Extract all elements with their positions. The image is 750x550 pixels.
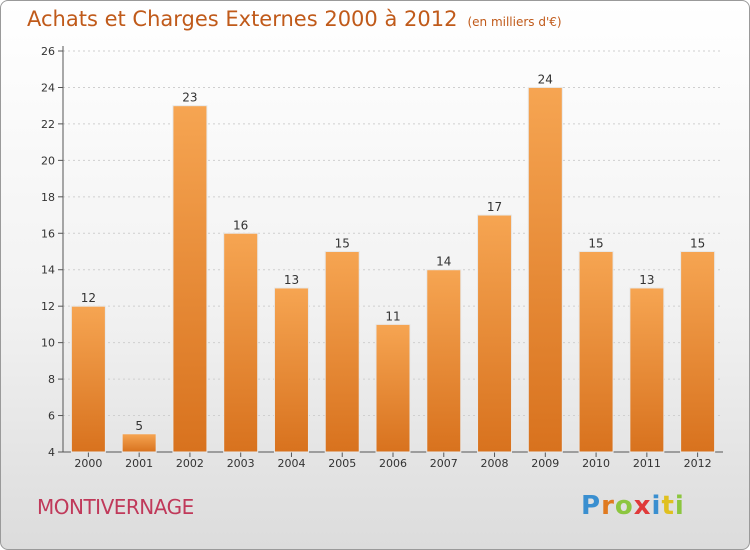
x-tick-label: 2011 [633, 457, 661, 470]
x-tick-label: 2003 [227, 457, 255, 470]
bar [629, 287, 665, 453]
proxiti-logo: Proxiti [581, 491, 685, 521]
y-tick-label: 8 [48, 373, 55, 386]
x-tick-label: 2005 [328, 457, 356, 470]
bar [477, 214, 513, 453]
data-label: 5 [135, 419, 143, 433]
bar [223, 232, 259, 453]
x-tick-label: 2004 [277, 457, 305, 470]
y-tick-label: 24 [41, 81, 55, 94]
data-label: 16 [233, 218, 248, 232]
data-label: 15 [588, 237, 603, 251]
y-tick-label: 6 [48, 410, 55, 423]
logo-letter: x [633, 491, 652, 521]
x-tick-label: 2009 [531, 457, 559, 470]
y-tick-label: 20 [41, 154, 55, 167]
bar [680, 251, 716, 453]
logo-letter: i [651, 491, 662, 521]
data-label: 12 [81, 291, 96, 305]
bar [172, 105, 208, 453]
logo-letter: o [614, 491, 634, 521]
city-name: MONTIVERNAGE [37, 495, 194, 519]
x-tick-label: 2010 [582, 457, 610, 470]
y-tick-label: 12 [41, 300, 55, 313]
y-tick-label: 16 [41, 227, 55, 240]
y-tick-label: 18 [41, 191, 55, 204]
y-tick-label: 10 [41, 337, 55, 350]
bar [324, 251, 360, 453]
bar [70, 305, 106, 453]
bar [426, 269, 462, 453]
x-tick-label: 2000 [74, 457, 102, 470]
unit-text: (en milliers d'€) [467, 15, 562, 29]
data-label: 11 [385, 309, 400, 323]
data-label: 13 [639, 273, 654, 287]
data-label: 13 [284, 273, 299, 287]
x-tick-label: 2007 [430, 457, 458, 470]
bar [375, 323, 411, 453]
y-tick-label: 4 [48, 446, 55, 459]
data-label: 15 [690, 237, 705, 251]
data-label: 17 [487, 200, 502, 214]
x-tick-label: 2008 [481, 457, 509, 470]
data-label: 24 [538, 72, 553, 86]
y-tick-label: 14 [41, 264, 55, 277]
chart-title: Achats et Charges Externes 2000 à 2012 (e… [27, 7, 562, 31]
bar [273, 287, 309, 453]
logo-letter: r [601, 491, 615, 521]
x-tick-label: 2012 [684, 457, 712, 470]
bar [527, 86, 563, 453]
data-label: 23 [182, 91, 197, 105]
logo-letter: P [581, 491, 602, 521]
x-tick-label: 2006 [379, 457, 407, 470]
bar [121, 433, 157, 453]
data-label: 15 [335, 237, 350, 251]
data-label: 14 [436, 255, 451, 269]
logo-letter: t [661, 491, 675, 521]
y-tick-label: 26 [41, 45, 55, 58]
title-text: Achats et Charges Externes 2000 à 2012 [27, 7, 458, 31]
x-tick-label: 2001 [125, 457, 153, 470]
x-tick-label: 2002 [176, 457, 204, 470]
logo-letter: i [674, 491, 685, 521]
y-tick-label: 22 [41, 118, 55, 131]
bar [578, 251, 614, 453]
